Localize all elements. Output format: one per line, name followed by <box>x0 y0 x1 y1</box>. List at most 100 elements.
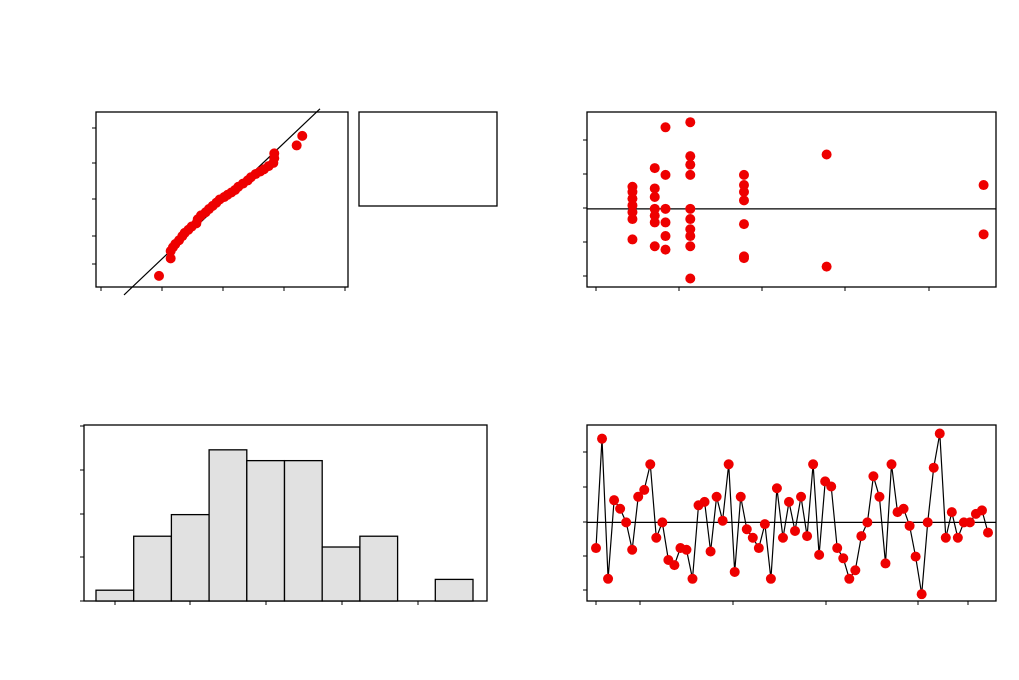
data-point <box>886 459 897 470</box>
data-point <box>978 180 989 191</box>
data-point <box>657 517 668 528</box>
data-point <box>685 273 696 284</box>
data-point <box>597 433 608 444</box>
data-point <box>717 515 728 526</box>
data-point <box>645 459 656 470</box>
info-box <box>358 111 498 207</box>
data-point <box>983 527 993 538</box>
data-point <box>922 517 933 528</box>
data-point <box>952 532 963 543</box>
data-point <box>660 169 671 180</box>
histogram-bar <box>208 449 248 602</box>
data-point <box>796 491 807 502</box>
data-point <box>615 503 626 514</box>
data-point <box>904 520 915 531</box>
data-point <box>738 219 749 230</box>
data-point <box>685 214 696 225</box>
data-point <box>862 517 873 528</box>
residuals-vs-fits-plot <box>583 111 997 291</box>
data-point <box>681 544 692 555</box>
data-point <box>291 140 302 151</box>
data-point <box>783 496 794 507</box>
data-point <box>735 491 746 502</box>
data-point <box>633 491 644 502</box>
data-point <box>759 519 770 530</box>
data-point <box>910 551 921 562</box>
data-point <box>649 191 660 202</box>
data-point <box>660 217 671 228</box>
histogram-bar <box>133 535 173 602</box>
data-point <box>928 462 939 473</box>
data-point <box>850 565 861 576</box>
data-point <box>790 525 801 536</box>
data-point <box>898 503 909 514</box>
data-point <box>880 558 891 569</box>
data-point <box>297 130 308 141</box>
data-point <box>978 229 989 240</box>
data-point <box>946 507 957 518</box>
histogram-bar <box>434 578 474 602</box>
data-point <box>591 543 601 554</box>
data-point <box>649 241 660 252</box>
residuals-vs-order-plot <box>583 424 997 605</box>
data-point <box>738 169 749 180</box>
data-point <box>832 543 843 554</box>
data-point <box>808 459 819 470</box>
data-point <box>741 524 752 535</box>
data-point <box>738 253 749 264</box>
data-point <box>685 203 696 214</box>
data-point <box>723 459 734 470</box>
data-point <box>874 491 885 502</box>
data-point <box>165 253 176 264</box>
histogram-bar <box>95 589 135 602</box>
data-point <box>627 214 638 225</box>
data-point <box>685 169 696 180</box>
data-point <box>821 149 832 160</box>
data-point <box>821 261 832 272</box>
residuals-vs-order-frame <box>586 424 997 602</box>
data-point <box>269 148 280 159</box>
data-point <box>609 495 620 506</box>
residual-connecting-line <box>595 433 989 595</box>
data-point <box>844 573 855 584</box>
data-point <box>729 566 740 577</box>
data-point <box>660 203 671 214</box>
data-point <box>777 532 788 543</box>
data-point <box>639 484 650 495</box>
data-point <box>685 241 696 252</box>
data-point <box>814 549 825 560</box>
data-point <box>685 151 696 162</box>
data-point <box>627 234 638 245</box>
residuals-vs-fits-frame <box>586 111 997 288</box>
histogram-bar <box>170 513 210 602</box>
data-point <box>916 589 927 600</box>
data-point <box>940 532 951 543</box>
histogram-bar <box>246 459 286 602</box>
data-point <box>649 163 660 174</box>
data-point <box>856 531 867 542</box>
data-point <box>687 573 698 584</box>
data-point <box>738 186 749 197</box>
data-point <box>685 231 696 242</box>
normal-probability-plot <box>92 108 349 296</box>
data-point <box>649 217 660 228</box>
data-point <box>802 531 813 542</box>
data-point <box>738 195 749 206</box>
data-point <box>699 496 710 507</box>
data-point <box>651 532 662 543</box>
data-point <box>705 546 716 557</box>
data-point <box>660 122 671 133</box>
data-point <box>765 573 776 584</box>
data-point <box>603 573 614 584</box>
histogram-bar <box>321 546 361 602</box>
data-point <box>669 560 680 571</box>
histogram-bar <box>283 459 323 602</box>
histogram-plot <box>80 424 488 605</box>
data-point <box>934 428 945 439</box>
data-point <box>771 483 782 494</box>
data-point <box>747 532 758 543</box>
histogram-bar <box>359 535 399 602</box>
data-point <box>826 481 837 492</box>
data-point <box>154 270 164 281</box>
